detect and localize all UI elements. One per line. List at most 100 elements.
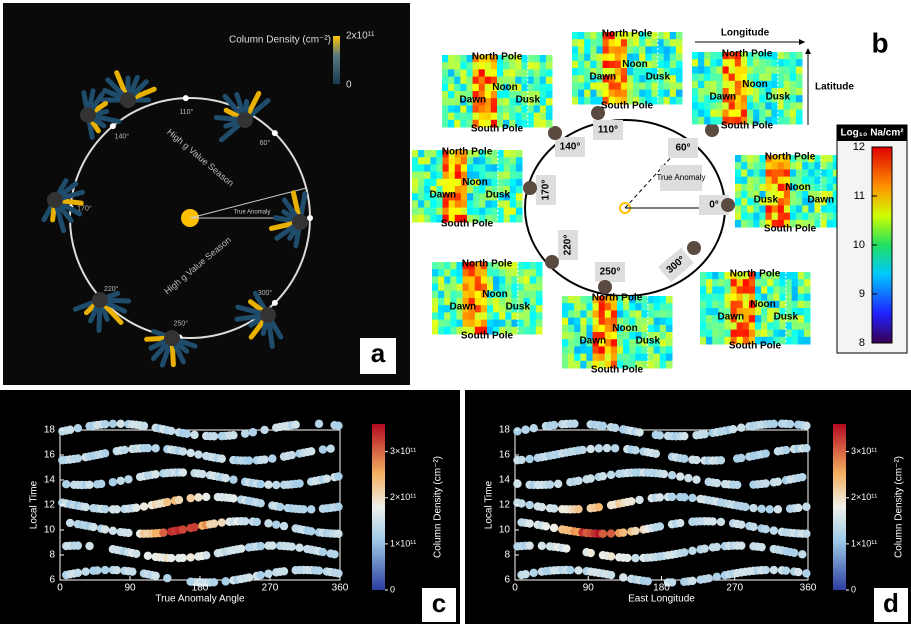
data-cell (529, 424, 538, 433)
map-cell (545, 98, 553, 106)
map-cell (735, 176, 742, 185)
map-cell (736, 293, 744, 302)
map-cell (479, 157, 486, 165)
data-cell (802, 569, 811, 578)
map-cell (515, 186, 523, 194)
data-cell (688, 576, 697, 586)
map-cell (592, 332, 600, 340)
map-cell (485, 186, 492, 194)
map-cell (487, 305, 494, 313)
data-cell (655, 431, 665, 440)
data-cell (116, 419, 125, 428)
map-cell (675, 68, 683, 76)
map-cell (444, 269, 451, 277)
map-cell (574, 310, 581, 319)
map-cell (832, 169, 840, 178)
data-cell (525, 454, 534, 464)
map-cell (478, 112, 486, 121)
map-cell (503, 186, 511, 194)
map-cell (647, 332, 655, 340)
map-cell (767, 272, 774, 280)
map-cell (771, 212, 779, 221)
map-cell (448, 200, 456, 209)
map-cell (747, 59, 754, 67)
map-cell (730, 272, 738, 280)
data-cell (757, 504, 766, 514)
label-box (660, 165, 702, 191)
map-cell (773, 293, 780, 302)
map-cell (783, 52, 791, 60)
map-cell (462, 312, 470, 321)
map-cell (614, 96, 622, 105)
data-cell (525, 519, 534, 528)
colorbar-tick-label: 3×10¹¹ (851, 446, 877, 456)
map-cell (783, 59, 791, 67)
map-cell (647, 346, 655, 355)
x-tick-label: 0 (57, 583, 63, 594)
map-cell (438, 305, 445, 313)
y-tick-label: 12 (499, 500, 511, 511)
map-cell (773, 300, 780, 309)
map-cell (629, 353, 636, 362)
map-cell (533, 91, 541, 99)
map-cell (796, 205, 803, 214)
map-cell (456, 290, 464, 299)
map-cell (785, 293, 793, 302)
map-cell (669, 60, 677, 69)
map-cell (442, 214, 450, 223)
map-cell (418, 164, 425, 173)
map-cell (773, 336, 780, 345)
map-cell (814, 219, 822, 228)
map-cell (521, 91, 529, 99)
map-cell (785, 329, 793, 338)
map-cell (635, 339, 642, 347)
map-cell (472, 112, 480, 121)
map-cell (759, 73, 766, 82)
data-cell (202, 492, 211, 502)
map-cell (497, 112, 504, 121)
map-cell (675, 60, 683, 69)
map-cell (454, 186, 462, 194)
map-cell (633, 32, 640, 40)
map-cell (487, 319, 494, 328)
map-cell (509, 55, 516, 63)
map-cell (653, 324, 661, 333)
map-cell (653, 296, 661, 304)
map-cell (473, 178, 480, 187)
map-cell (698, 73, 705, 82)
map-cell (635, 360, 642, 369)
map-cell (562, 317, 569, 326)
map-cell (832, 198, 840, 206)
map-cell (791, 279, 799, 287)
map-cell (753, 162, 760, 170)
map-cell (647, 360, 655, 369)
map-cell (755, 293, 762, 302)
map-cell (468, 326, 476, 335)
map-cell (771, 88, 779, 96)
map-cell (467, 186, 474, 194)
map-cell (802, 176, 809, 185)
map-cell (497, 62, 504, 70)
data-cell (667, 471, 677, 480)
map-cell (771, 59, 779, 67)
map-cell (698, 109, 705, 118)
map-cell (454, 171, 462, 180)
map-cell (617, 310, 624, 319)
data-cell (334, 472, 343, 481)
data-cell (314, 419, 324, 429)
map-cell (623, 317, 630, 326)
planet (80, 107, 96, 123)
map-cell (736, 286, 744, 295)
data-cell (737, 453, 746, 463)
data-cell (627, 497, 636, 506)
data-cell (112, 505, 121, 514)
angle-label: 300° (258, 289, 273, 297)
map-cell (795, 95, 803, 103)
map-cell (584, 32, 591, 40)
map-cell (645, 89, 652, 98)
map-cell (795, 116, 803, 125)
map-cell (704, 116, 711, 125)
map-cell (586, 310, 594, 319)
map-cell (771, 155, 779, 163)
map-cell (472, 119, 480, 128)
